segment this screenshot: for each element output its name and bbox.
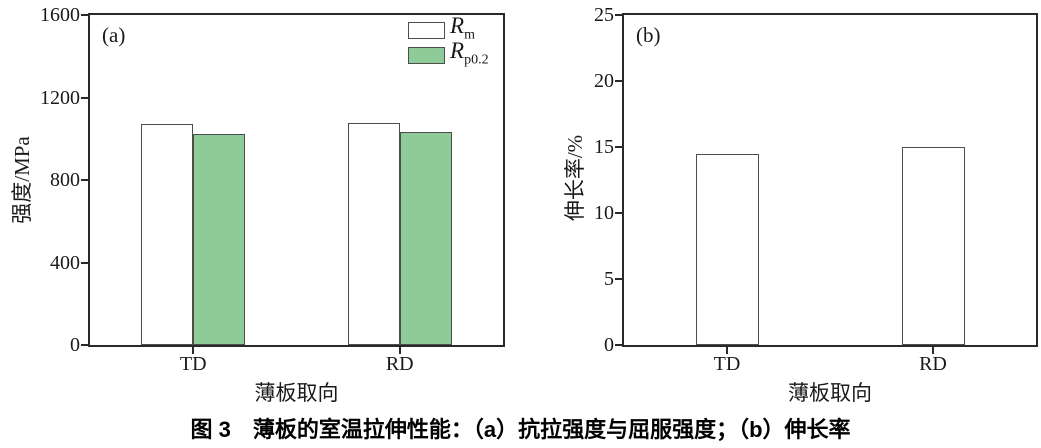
- legend-label-rm-main: R: [450, 13, 465, 39]
- panel-label-b: (b): [636, 23, 661, 47]
- legend-item-rp02: Rp0.2: [408, 39, 489, 68]
- y-tick-label: 400: [50, 251, 80, 274]
- bar-a-rd-rp02: [399, 131, 452, 345]
- legend-label-rp02-main: R: [450, 38, 465, 64]
- x-tick-mark: [398, 347, 401, 354]
- y-tick-mark: [615, 14, 622, 16]
- legend-swatch-rp02: [408, 47, 445, 64]
- x-axis-title-a: 薄板取向: [254, 381, 339, 405]
- legend-label-rm-sub: m: [464, 27, 475, 43]
- bar-b-td-elongation: [695, 153, 759, 345]
- bar-a-rd-rm: [347, 123, 400, 345]
- y-tick-label: 25: [594, 4, 614, 26]
- legend-label-rp02-sub: p0.2: [464, 52, 489, 68]
- x-axis-title-b: 薄板取向: [788, 381, 872, 405]
- legend-label-rm: Rm: [450, 14, 475, 44]
- x-tick-mark: [726, 347, 728, 354]
- plot-area-a: (a) Rm Rp0.2 0 400 800 1200 1600 TD RD: [40, 4, 505, 375]
- bar-b-rd-elongation: [901, 147, 965, 345]
- figure-caption: 图 3 薄板的室温拉伸性能：（a）抗拉强度与屈服强度；（b）伸长率: [190, 417, 851, 442]
- y-tick-label: 5: [604, 268, 614, 290]
- x-tick-label: TD: [713, 353, 741, 375]
- x-tick-mark: [192, 347, 195, 354]
- y-tick-mark: [81, 179, 88, 181]
- legend-swatch-rm: [408, 22, 445, 39]
- y-tick-label: 0: [604, 334, 614, 356]
- legend: Rm Rp0.2: [408, 14, 489, 72]
- y-tick-mark: [615, 146, 622, 148]
- x-tick-label: RD: [919, 353, 947, 375]
- y-tick-mark: [81, 14, 88, 16]
- x-tick-label: RD: [385, 353, 414, 375]
- y-tick-mark: [615, 344, 622, 346]
- panel-label-a: (a): [102, 23, 126, 47]
- y-tick-mark: [615, 212, 622, 214]
- y-tick-label: 800: [50, 169, 80, 191]
- y-tick-label: 10: [594, 202, 614, 224]
- legend-label-rp02: Rp0.2: [450, 39, 489, 69]
- y-tick-label: 20: [594, 70, 614, 92]
- x-tick-mark: [932, 347, 934, 354]
- y-tick-label: 1200: [40, 86, 80, 109]
- y-tick-label: 15: [594, 136, 614, 158]
- y-tick-mark: [615, 278, 622, 280]
- legend-item-rm: Rm: [408, 14, 489, 43]
- plot-area-b: (b) 0 5 10 15 20 25 TD RD: [594, 4, 1038, 375]
- y-tick-mark: [615, 80, 622, 82]
- y-tick-label: 0: [70, 334, 80, 356]
- y-tick-mark: [81, 261, 88, 264]
- y-tick-label: 1600: [40, 4, 80, 26]
- x-tick-label: TD: [179, 353, 207, 375]
- bar-a-td-rm: [141, 124, 194, 345]
- y-tick-mark: [81, 96, 88, 99]
- y-tick-mark: [81, 344, 88, 346]
- bar-a-td-rp02: [193, 133, 246, 345]
